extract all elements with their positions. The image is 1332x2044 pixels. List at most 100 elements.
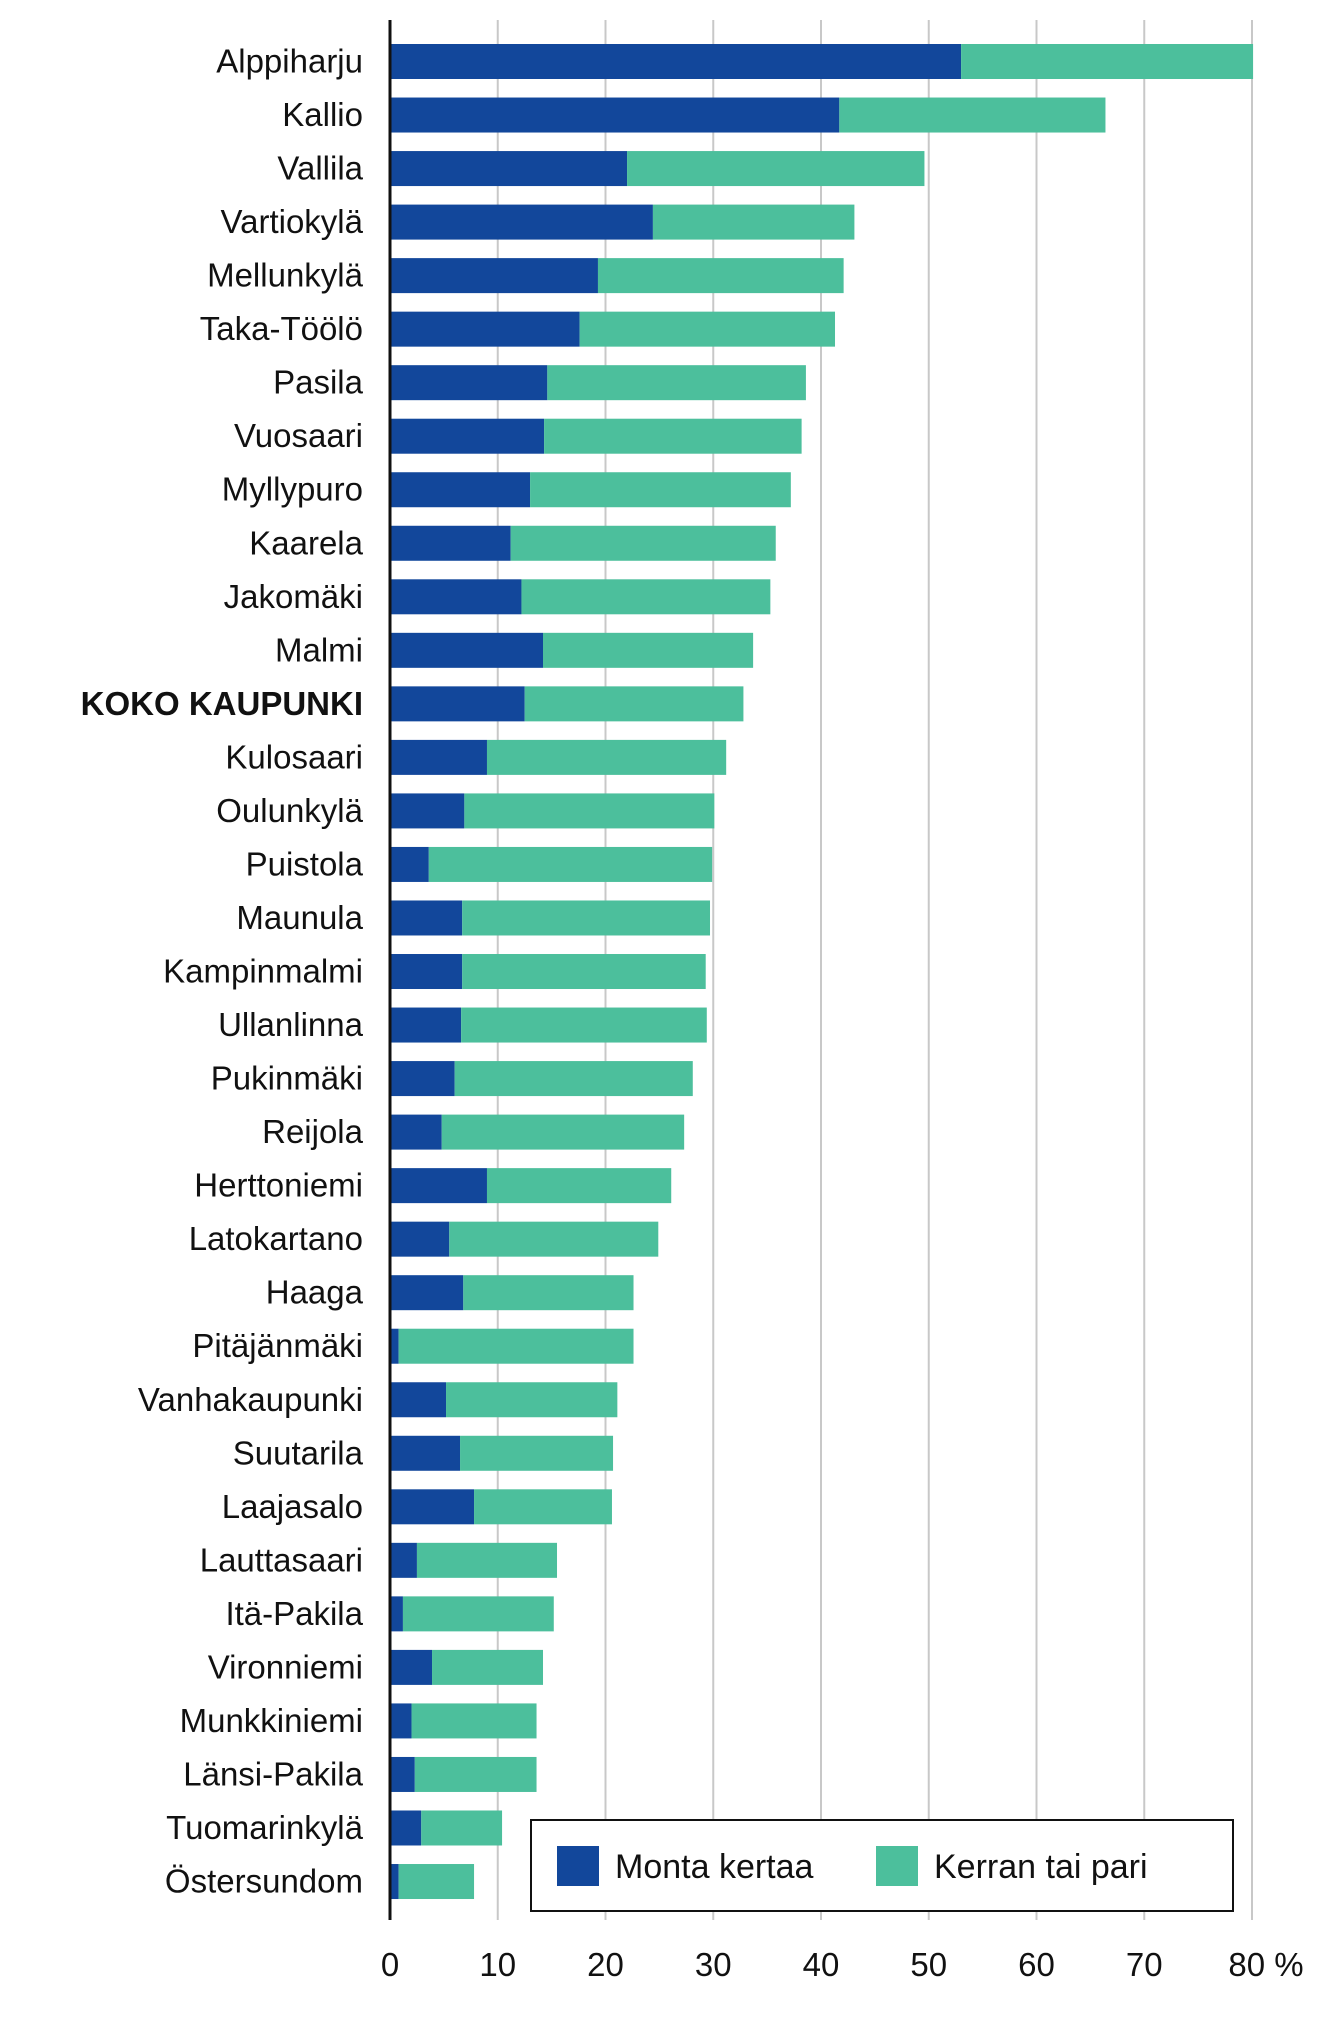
- legend-swatch-monta-kertaa: [557, 1846, 599, 1886]
- category-label: Herttoniemi: [194, 1167, 363, 1204]
- bar-kerran-tai-pari: [449, 1221, 659, 1257]
- x-tick-label: 20: [587, 1946, 624, 1983]
- category-label: Alppiharju: [216, 43, 363, 80]
- category-label: Pasila: [273, 364, 364, 401]
- bar-monta-kertaa: [390, 418, 545, 454]
- bar-kerran-tai-pari: [521, 579, 771, 615]
- bar-monta-kertaa: [390, 846, 429, 882]
- category-labels: Alppiharju Kallio Vallila Vartiokylä Mellunk…: [81, 43, 364, 1900]
- bar-kerran-tai-pari: [461, 1007, 707, 1043]
- bar-kerran-tai-pari: [454, 1061, 693, 1097]
- bar-kerran-tai-pari: [446, 1382, 618, 1418]
- category-label: Vuosaari: [234, 417, 363, 454]
- bar-kerran-tai-pari: [544, 418, 802, 454]
- bar-kerran-tai-pari: [530, 472, 791, 508]
- category-label: Vanhakaupunki: [138, 1381, 363, 1418]
- bar-monta-kertaa: [390, 1382, 447, 1418]
- category-label: Kulosaari: [225, 738, 363, 775]
- bar-monta-kertaa: [390, 739, 487, 775]
- category-label: Jakomäki: [224, 578, 363, 615]
- bar-monta-kertaa: [390, 954, 463, 990]
- bar-kerran-tai-pari: [463, 1275, 634, 1311]
- x-tick-label: 0: [381, 1946, 399, 1983]
- bar-monta-kertaa: [390, 1489, 475, 1525]
- bar-kerran-tai-pari: [961, 44, 1254, 79]
- bar-monta-kertaa: [390, 1703, 412, 1739]
- bar-monta-kertaa: [390, 151, 628, 187]
- category-label: KOKO KAUPUNKI: [81, 685, 363, 722]
- bar-monta-kertaa: [390, 1649, 433, 1685]
- bar-monta-kertaa: [390, 632, 544, 668]
- bar-kerran-tai-pari: [398, 1328, 634, 1364]
- bar-kerran-tai-pari: [627, 151, 925, 187]
- x-tick-labels: 0 10 20 30 40 50 60 70 80 %: [381, 1946, 1304, 1983]
- category-label: Pitäjänmäki: [192, 1327, 363, 1364]
- bar-kerran-tai-pari: [462, 900, 711, 936]
- bar-monta-kertaa: [390, 44, 962, 79]
- bar-kerran-tai-pari: [411, 1703, 537, 1739]
- category-label: Mellunkylä: [207, 257, 364, 294]
- bar-monta-kertaa: [390, 1328, 399, 1364]
- category-label: Kaarela: [249, 524, 363, 561]
- x-tick-label: 30: [695, 1946, 732, 1983]
- bar-kerran-tai-pari: [524, 686, 744, 722]
- bar-monta-kertaa: [390, 1756, 415, 1792]
- bar-kerran-tai-pari: [464, 793, 715, 829]
- bar-kerran-tai-pari: [414, 1756, 537, 1792]
- category-label: Vartiokylä: [221, 203, 364, 240]
- bar-monta-kertaa: [390, 793, 465, 829]
- bars: [390, 44, 1254, 1900]
- category-label: Taka-Töölö: [200, 310, 363, 347]
- x-tick-label: 40: [803, 1946, 840, 1983]
- category-label: Länsi-Pakila: [183, 1755, 363, 1792]
- category-label: Vallila: [277, 150, 363, 187]
- bar-kerran-tai-pari: [402, 1596, 554, 1632]
- bar-kerran-tai-pari: [398, 1864, 475, 1900]
- bar-monta-kertaa: [390, 1221, 450, 1257]
- legend-label-monta-kertaa: Monta kertaa: [615, 1848, 814, 1886]
- bar-kerran-tai-pari: [462, 954, 706, 990]
- bar-monta-kertaa: [390, 1114, 442, 1150]
- x-tick-label: 10: [479, 1946, 516, 1983]
- bar-kerran-tai-pari: [597, 258, 844, 294]
- category-label: Östersundom: [165, 1863, 363, 1900]
- category-label: Haaga: [266, 1274, 364, 1311]
- bar-monta-kertaa: [390, 97, 840, 133]
- bar-kerran-tai-pari: [474, 1489, 612, 1525]
- bar-monta-kertaa: [390, 900, 463, 936]
- bar-monta-kertaa: [390, 1168, 487, 1204]
- category-label: Tuomarinkylä: [166, 1809, 363, 1846]
- category-label: Malmi: [275, 631, 363, 668]
- bar-monta-kertaa: [390, 204, 653, 240]
- bar-monta-kertaa: [390, 1542, 417, 1578]
- category-label: Maunula: [236, 899, 363, 936]
- category-label: Oulunkylä: [216, 792, 363, 829]
- bar-kerran-tai-pari: [510, 525, 776, 561]
- bar-kerran-tai-pari: [579, 311, 836, 347]
- bar-monta-kertaa: [390, 1596, 403, 1632]
- bar-monta-kertaa: [390, 579, 522, 615]
- bar-monta-kertaa: [390, 686, 525, 722]
- bar-monta-kertaa: [390, 1007, 462, 1043]
- category-label: Ullanlinna: [218, 1006, 364, 1043]
- category-label: Munkkiniemi: [180, 1702, 363, 1739]
- bar-monta-kertaa: [390, 525, 511, 561]
- category-label: Itä-Pakila: [225, 1595, 363, 1632]
- bar-kerran-tai-pari: [486, 739, 727, 775]
- bar-monta-kertaa: [390, 311, 580, 347]
- bar-monta-kertaa: [390, 258, 598, 294]
- category-label: Vironniemi: [208, 1648, 363, 1685]
- category-label: Kampinmalmi: [163, 953, 363, 990]
- legend-swatch-kerran-tai-pari: [876, 1846, 918, 1886]
- bar-kerran-tai-pari: [543, 632, 754, 668]
- category-label: Pukinmäki: [211, 1060, 363, 1097]
- category-label: Laajasalo: [222, 1488, 363, 1525]
- bar-kerran-tai-pari: [652, 204, 855, 240]
- bar-monta-kertaa: [390, 365, 548, 401]
- bar-kerran-tai-pari: [460, 1435, 614, 1471]
- bar-monta-kertaa: [390, 1810, 422, 1846]
- bar-monta-kertaa: [390, 1864, 399, 1900]
- category-label: Myllypuro: [222, 471, 363, 508]
- x-tick-label: 80 %: [1228, 1946, 1303, 1983]
